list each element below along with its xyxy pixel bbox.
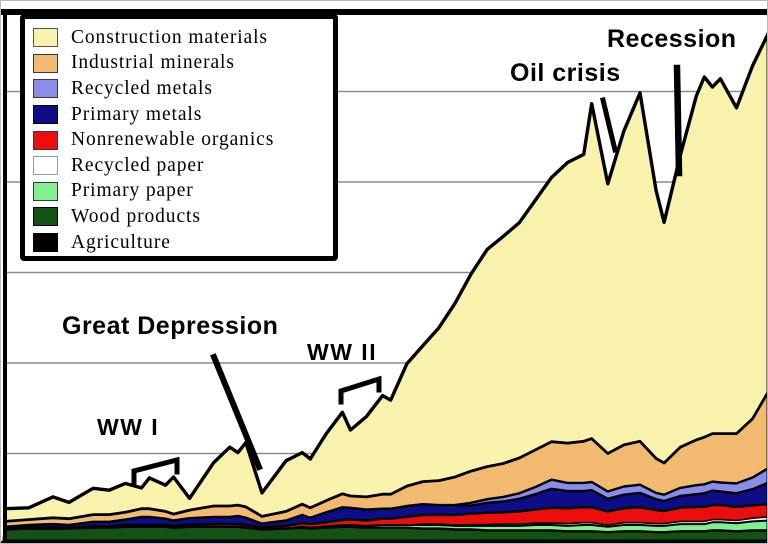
legend-label: Recycled metals bbox=[71, 77, 213, 99]
legend-row: Recycled paper bbox=[33, 153, 333, 179]
legend-swatch bbox=[33, 130, 58, 150]
legend-label: Construction materials bbox=[71, 26, 268, 48]
annotation-oil-crisis-marker bbox=[599, 96, 619, 154]
layer-outline bbox=[454, 467, 767, 507]
legend-box: Construction materials Industrial mineral… bbox=[20, 14, 338, 261]
legend-row: Primary metals bbox=[33, 102, 333, 128]
layer-outline bbox=[4, 503, 767, 530]
frame-top bbox=[1, 9, 767, 15]
legend-swatch bbox=[33, 181, 58, 201]
annotation-ww1-label: WW I bbox=[97, 414, 160, 440]
annotation-recession-marker bbox=[673, 64, 683, 177]
legend-swatch bbox=[33, 28, 58, 48]
legend-swatch bbox=[33, 79, 58, 99]
legend-row: Construction materials bbox=[33, 25, 333, 51]
annotation-recession-label: Recession bbox=[607, 25, 737, 53]
layer-outline bbox=[4, 391, 767, 523]
legend-swatch bbox=[33, 53, 58, 73]
annotation-great-depression-marker bbox=[210, 353, 263, 471]
legend-row: Industrial minerals bbox=[33, 51, 333, 77]
legend-swatch bbox=[33, 207, 58, 227]
annotation-ww1-marker bbox=[131, 456, 180, 485]
legend-row: Nonrenewable organics bbox=[33, 127, 333, 153]
legend-row: Wood products bbox=[33, 204, 333, 230]
area-layer-construction-materials bbox=[1, 35, 767, 543]
layer-outline bbox=[4, 32, 767, 511]
legend-row: Recycled metals bbox=[33, 76, 333, 102]
layer-outline bbox=[285, 519, 767, 530]
annotation-great-depression-label: Great Depression bbox=[62, 312, 279, 340]
legend-swatch bbox=[33, 105, 58, 125]
annotation-ww2-marker bbox=[338, 375, 382, 405]
legend-swatch bbox=[33, 233, 58, 253]
legend-label: Primary paper bbox=[71, 180, 194, 202]
legend-row: Agriculture bbox=[33, 230, 333, 256]
layer-outline bbox=[4, 481, 767, 528]
legend-label: Recycled paper bbox=[71, 154, 205, 176]
legend-swatch bbox=[33, 156, 58, 176]
frame-left bbox=[3, 9, 7, 543]
area-layer-wood-products bbox=[2, 526, 767, 543]
legend-label: Industrial minerals bbox=[71, 52, 235, 74]
legend-label: Agriculture bbox=[71, 231, 171, 253]
annotation-oil-crisis-label: Oil crisis bbox=[510, 59, 621, 87]
legend-row: Primary paper bbox=[33, 179, 333, 205]
legend-label: Wood products bbox=[71, 205, 201, 227]
legend-label: Nonrenewable organics bbox=[71, 129, 275, 151]
layer-outline bbox=[406, 516, 767, 526]
legend-label: Primary metals bbox=[71, 103, 203, 125]
layer-outline bbox=[4, 525, 767, 534]
x-axis-line bbox=[1, 541, 767, 543]
annotation-ww2-label: WW II bbox=[307, 339, 378, 365]
